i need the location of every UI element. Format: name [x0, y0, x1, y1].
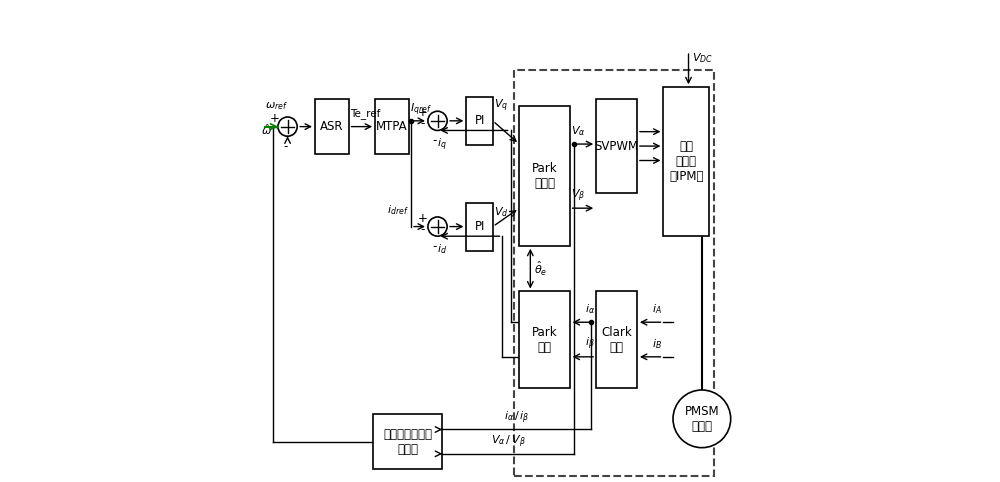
Text: $i_q$: $i_q$ [437, 136, 446, 153]
Text: $V_\alpha$: $V_\alpha$ [571, 124, 586, 138]
Text: $V_\alpha\,/\,V_\beta$: $V_\alpha\,/\,V_\beta$ [491, 434, 526, 451]
Text: PMSM
压缩机: PMSM 压缩机 [685, 405, 719, 433]
Text: $i_\beta$: $i_\beta$ [585, 335, 595, 352]
Text: $i_{dref}$: $i_{dref}$ [387, 203, 409, 217]
Text: $V_\beta$: $V_\beta$ [571, 188, 585, 204]
Text: PI: PI [474, 220, 485, 233]
Text: ASR: ASR [320, 120, 344, 134]
Circle shape [428, 111, 447, 131]
Bar [663, 87, 709, 236]
Text: Park
变换: Park 变换 [532, 325, 557, 353]
Text: $i_\alpha$: $i_\alpha$ [585, 303, 595, 317]
Text: -: - [420, 223, 424, 236]
Text: $\hat{\theta}_e$: $\hat{\theta}_e$ [534, 259, 548, 278]
Bar [519, 292, 570, 388]
Text: -: - [283, 140, 288, 153]
Text: +: + [270, 112, 280, 125]
Text: Te_ref: Te_ref [351, 108, 381, 120]
Text: Park
逆变换: Park 逆变换 [532, 162, 557, 190]
Text: $\hat{\omega}$: $\hat{\omega}$ [261, 122, 272, 137]
Text: +: + [418, 106, 428, 119]
Text: -: - [432, 240, 437, 253]
Bar [596, 292, 637, 388]
Text: $I_{qref}$: $I_{qref}$ [410, 102, 432, 118]
Text: SVPWM: SVPWM [594, 140, 639, 153]
Text: 三相
逆变器
（IPM）: 三相 逆变器 （IPM） [669, 140, 703, 183]
Circle shape [673, 390, 731, 448]
Text: +: + [418, 212, 428, 225]
Text: -: - [420, 117, 424, 130]
Circle shape [428, 217, 447, 236]
Bar [466, 97, 493, 145]
Text: $i_d$: $i_d$ [437, 242, 447, 256]
Bar [596, 99, 637, 193]
Text: Clark
变换: Clark 变换 [601, 325, 632, 353]
Bar [514, 70, 714, 477]
Bar [519, 107, 570, 246]
Bar [375, 99, 409, 155]
Text: $V_q$: $V_q$ [494, 97, 508, 114]
Bar [373, 414, 442, 469]
Circle shape [278, 117, 297, 136]
Text: 转子位置和速度
估计器: 转子位置和速度 估计器 [383, 428, 432, 455]
Text: $i_\alpha\,/\,i_\beta$: $i_\alpha\,/\,i_\beta$ [504, 410, 530, 426]
Text: MTPA: MTPA [376, 120, 408, 134]
Text: $V_{DC}$: $V_{DC}$ [692, 51, 713, 65]
Text: $\omega_{ref}$: $\omega_{ref}$ [265, 100, 288, 112]
Text: -: - [432, 134, 437, 147]
Text: $V_d$: $V_d$ [494, 205, 509, 219]
Bar [315, 99, 349, 155]
Bar [466, 202, 493, 251]
Text: $i_A$: $i_A$ [652, 303, 662, 317]
Text: $i_B$: $i_B$ [652, 337, 662, 351]
Text: PI: PI [474, 114, 485, 127]
